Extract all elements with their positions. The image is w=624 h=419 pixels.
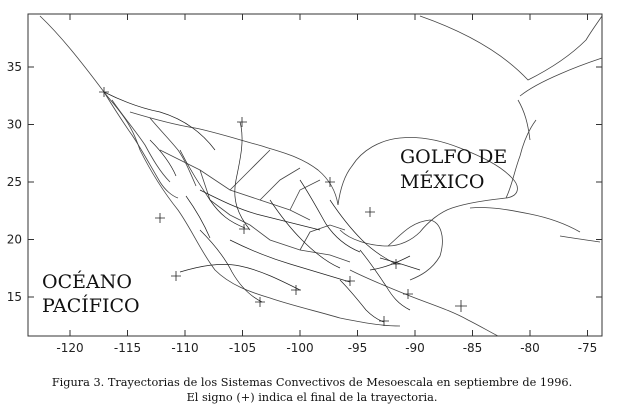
plus-marker xyxy=(391,259,401,269)
trajectory xyxy=(359,249,411,311)
caption-line-1: Figura 3. Trayectorias de los Sistemas C… xyxy=(51,376,573,389)
trajectory xyxy=(103,91,216,151)
plus-marker xyxy=(345,276,355,286)
x-tick-label: -95 xyxy=(348,341,368,355)
trajectory xyxy=(149,139,211,239)
trajectory xyxy=(229,239,351,283)
atlantic-coast xyxy=(419,15,603,81)
y-tick-label: 30 xyxy=(7,118,22,132)
trajectory xyxy=(329,199,397,265)
x-tick-label: -115 xyxy=(114,341,141,355)
x-tick-label: -75 xyxy=(578,341,598,355)
x-tick-label: -110 xyxy=(171,341,198,355)
trajectory xyxy=(299,179,361,253)
state-borders xyxy=(159,149,351,263)
trajectory xyxy=(234,121,251,231)
trajectory xyxy=(199,229,263,303)
plus-marker xyxy=(403,289,413,299)
y-tick-label: 20 xyxy=(7,233,22,247)
trajectory xyxy=(179,149,246,229)
plus-marker xyxy=(171,271,181,281)
end-markers xyxy=(99,87,467,326)
trajectory xyxy=(179,264,301,291)
central-america xyxy=(349,269,499,337)
coastlines xyxy=(39,15,603,337)
plus-marker xyxy=(255,297,265,307)
trajectory-map: -120 -115 -110 -105 -100 -95 -90 -85 -80 -75 35 30… xyxy=(7,13,603,355)
florida xyxy=(505,57,603,199)
plus-marker xyxy=(239,224,249,234)
plus-marker xyxy=(237,117,247,127)
plus-marker xyxy=(379,316,389,326)
x-tick-label: -120 xyxy=(56,341,83,355)
trajectory xyxy=(369,255,421,271)
y-axis: 35 30 25 20 15 xyxy=(7,60,602,304)
x-tick-label: -100 xyxy=(286,341,313,355)
gulf-label-line2: MÉXICO xyxy=(400,170,484,193)
trajectory xyxy=(339,279,385,323)
x-tick-label: -105 xyxy=(229,341,256,355)
us-border xyxy=(129,111,339,206)
trajectory xyxy=(269,199,341,269)
plus-marker xyxy=(325,177,335,187)
x-tick-label: -90 xyxy=(405,341,425,355)
caption-line-2: El signo (+) indica el final de la traye… xyxy=(186,391,438,404)
map-frame xyxy=(27,13,603,337)
plus-marker xyxy=(455,300,467,312)
y-tick-label: 25 xyxy=(7,175,22,189)
plus-marker xyxy=(155,213,165,223)
plus-marker xyxy=(291,285,301,295)
x-axis: -120 -115 -110 -105 -100 -95 -90 -85 -80 -75 xyxy=(56,14,597,355)
baja-california xyxy=(103,91,179,199)
plus-marker xyxy=(365,207,375,217)
y-tick-label: 35 xyxy=(7,60,22,74)
gulf-label-line1: GOLFO DE xyxy=(400,146,507,168)
gulf-of-california xyxy=(149,117,197,187)
plus-marker xyxy=(99,87,109,97)
yucatan xyxy=(387,219,443,281)
x-tick-label: -80 xyxy=(520,341,540,355)
gulf-coast xyxy=(337,137,518,247)
figure-caption: Figura 3. Trayectorias de los Sistemas C… xyxy=(0,375,624,405)
trajectory xyxy=(199,189,321,231)
caribbean-islands xyxy=(469,207,601,243)
pacific-label-line1: OCÉANO xyxy=(42,270,132,293)
x-tick-label: -85 xyxy=(463,341,483,355)
trajectories xyxy=(103,91,421,323)
y-tick-label: 15 xyxy=(7,290,22,304)
pacific-label-line2: PACÍFICO xyxy=(42,294,140,317)
